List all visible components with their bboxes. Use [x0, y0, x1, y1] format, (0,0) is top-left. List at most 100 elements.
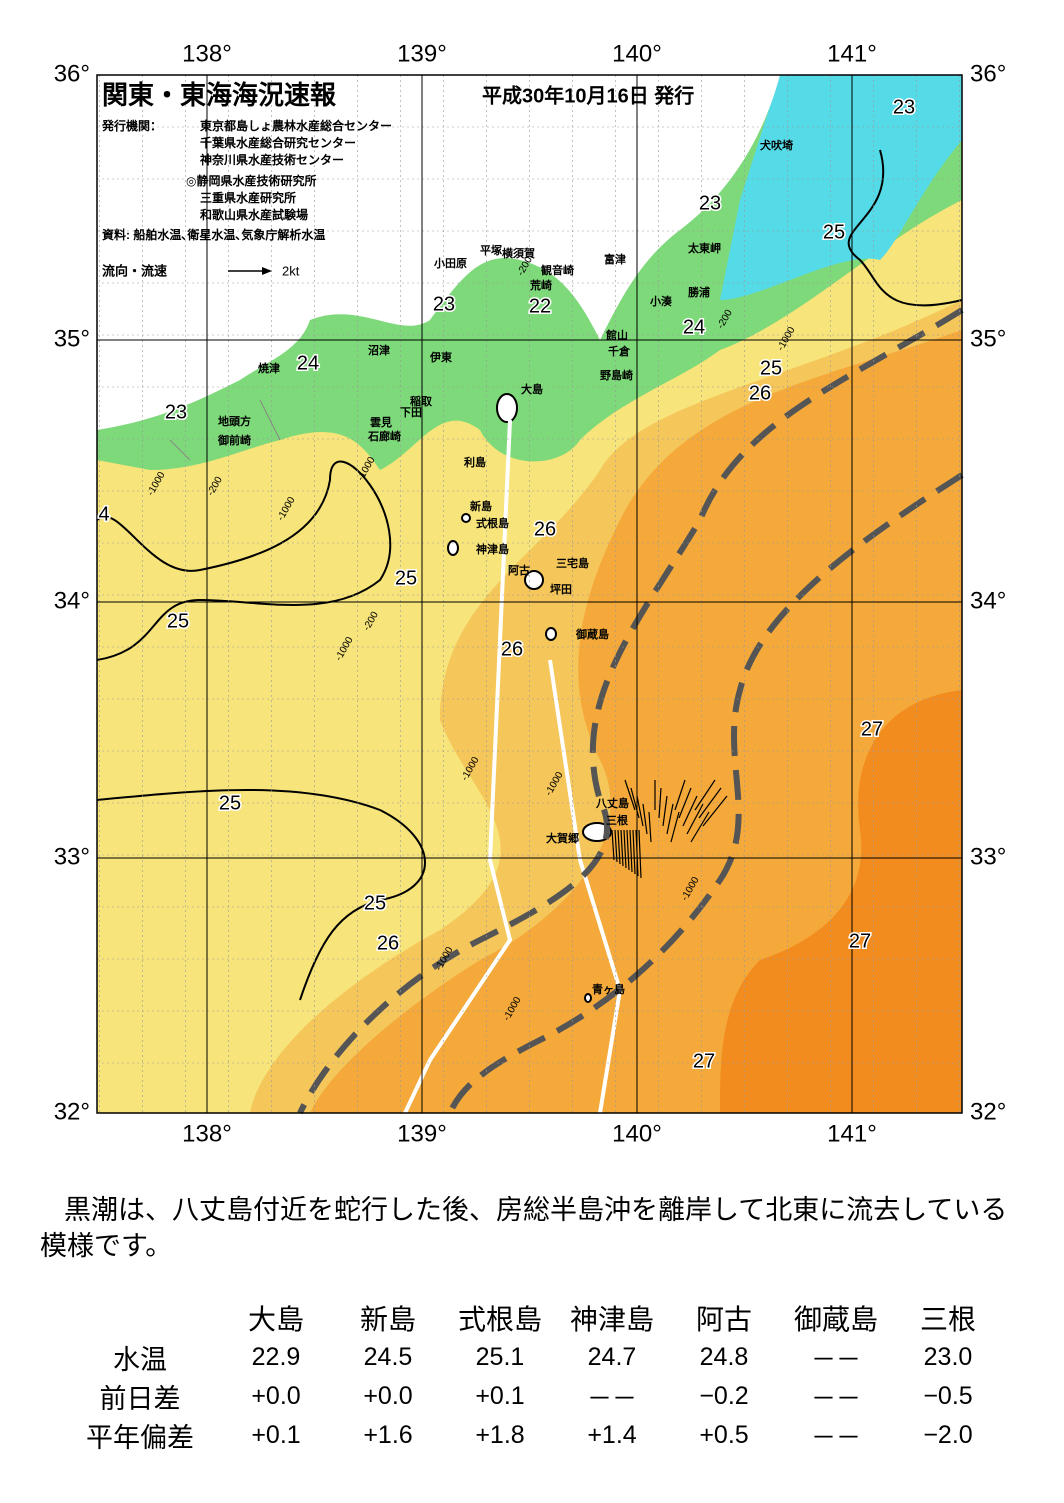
temp-label: 4: [98, 503, 109, 525]
place-name: 観音崎: [541, 263, 574, 277]
current-arrow: [635, 829, 639, 877]
agency: 神奈川県水産技術センター: [200, 152, 344, 167]
current-arrow: [617, 829, 621, 865]
place-name: 稲取: [410, 394, 432, 408]
cell: －－: [810, 1384, 861, 1413]
agency-label: 発行機関：: [101, 118, 162, 133]
lat-label: 32°: [54, 1098, 90, 1125]
temp-label: 25: [364, 892, 386, 914]
column-header: 神津島: [569, 1304, 654, 1335]
cell: +1.6: [363, 1421, 413, 1449]
place-name: 横須賀: [502, 246, 535, 260]
lat-label: 35°: [970, 325, 1006, 352]
place-name: 石廊崎: [367, 429, 401, 443]
table-row: 前日差 +0.0 +0.0 +0.1 －－ −0.2 －－ −0.5: [60, 1377, 1004, 1416]
place-name: 伊東: [429, 350, 453, 364]
temp-label: 27: [849, 930, 871, 952]
legend-speed: 2kt: [282, 263, 300, 278]
place-name: 御蔵島: [575, 627, 609, 641]
legend: 流向・流速: [102, 263, 167, 278]
cell: +0.0: [363, 1382, 413, 1410]
current-arrow: [698, 787, 722, 819]
place-name: 平塚: [480, 243, 502, 257]
temp-label: 23: [165, 401, 187, 423]
agency: 三重県水産研究所: [200, 190, 296, 205]
place-name: 小湊: [649, 294, 672, 308]
current-arrow: [690, 811, 710, 843]
agency: 和歌山県水産試験場: [199, 207, 308, 222]
place-name: 犬吠埼: [760, 138, 793, 152]
place-name: 野島崎: [600, 368, 633, 382]
cell: 24.8: [699, 1343, 749, 1371]
place-name: 千倉: [608, 344, 631, 358]
column-header: 大島: [247, 1304, 304, 1335]
lon-label: 141°: [827, 40, 877, 67]
current-arrow: [686, 803, 704, 835]
current-arrow: [630, 787, 640, 819]
place-name: 太東岬: [687, 241, 721, 255]
current-arrow: [674, 779, 686, 811]
current-arrow: [670, 811, 680, 843]
temp-label: 25: [219, 792, 241, 814]
place-name: 焼津: [258, 361, 280, 375]
temp-label: 26: [501, 638, 523, 660]
cell: −0.5: [923, 1382, 973, 1410]
cell: 25.1: [475, 1343, 525, 1371]
current-arrow: [626, 829, 630, 871]
table-row: 平年偏差 +0.1 +1.6 +1.8 +1.4 +0.5 －－ −2.0: [60, 1416, 1004, 1455]
current-arrow: [624, 779, 636, 811]
cell: +0.0: [251, 1382, 301, 1410]
place-name: 青ヶ島: [592, 982, 625, 996]
place-name: 館山: [605, 328, 628, 342]
temp-label: 24: [297, 352, 319, 374]
lat-label: 34°: [970, 587, 1006, 614]
temp-label: 23: [433, 293, 455, 315]
lat-label: 34°: [54, 587, 90, 614]
title: 関東・東海海況速報: [102, 80, 337, 110]
cell: 23.0: [923, 1343, 973, 1371]
lat-label: 33°: [54, 843, 90, 870]
current-arrow: [636, 795, 644, 827]
place-name: 大島: [521, 382, 543, 396]
data-table: 大島 新島 式根島 神津島 阿古 御蔵島 三根 水温 22.9 24.5 25.1 24.7 24.8 －…: [60, 1298, 1004, 1455]
place-name: 三宅島: [556, 556, 589, 570]
cell: 24.5: [363, 1343, 413, 1371]
cell: +0.1: [475, 1382, 525, 1410]
lat-label: 36°: [54, 60, 90, 87]
column-header: 阿古: [695, 1304, 752, 1335]
place-name: 沼津: [368, 343, 390, 357]
place-name: 坪田: [550, 583, 572, 596]
row-label: 前日差: [99, 1384, 181, 1414]
temp-label: 25: [823, 221, 845, 243]
place-name: 新島: [470, 499, 492, 513]
place-name: 下田: [400, 406, 422, 419]
map: 関東・東海海況速報 平成30年10月16日 発行 発行機関： 資料: 船舶水温､…: [54, 40, 1007, 1147]
current-arrow: [694, 779, 716, 811]
place-name: 大賀郷: [546, 831, 579, 845]
temp-label: 23: [699, 192, 721, 214]
row-label: 平年偏差: [86, 1423, 194, 1453]
cell: －－: [586, 1384, 637, 1413]
temp-label: 26: [749, 382, 771, 404]
current-arrow: [666, 803, 674, 835]
row-label: 水温: [113, 1345, 167, 1375]
place-name: 阿古: [508, 563, 530, 577]
cell: 22.9: [251, 1343, 301, 1371]
cell: −2.0: [923, 1421, 973, 1449]
column-header: 御蔵島: [793, 1304, 878, 1335]
current-arrow: [632, 829, 636, 875]
place-name: 勝浦: [688, 285, 710, 299]
date: 平成30年10月16日 発行: [482, 83, 694, 107]
place-name: 小田原: [433, 256, 467, 270]
cell: +1.4: [587, 1421, 637, 1449]
lat-label: 36°: [970, 60, 1006, 87]
current-arrow: [642, 803, 648, 835]
temp-label: 25: [760, 357, 782, 379]
current-arrow: [620, 829, 624, 867]
lat-label: 33°: [970, 843, 1006, 870]
current-arrow: [638, 829, 642, 879]
lat-label: 32°: [970, 1098, 1006, 1125]
corner: [60, 1298, 220, 1338]
place-name: 八丈島: [595, 796, 629, 810]
